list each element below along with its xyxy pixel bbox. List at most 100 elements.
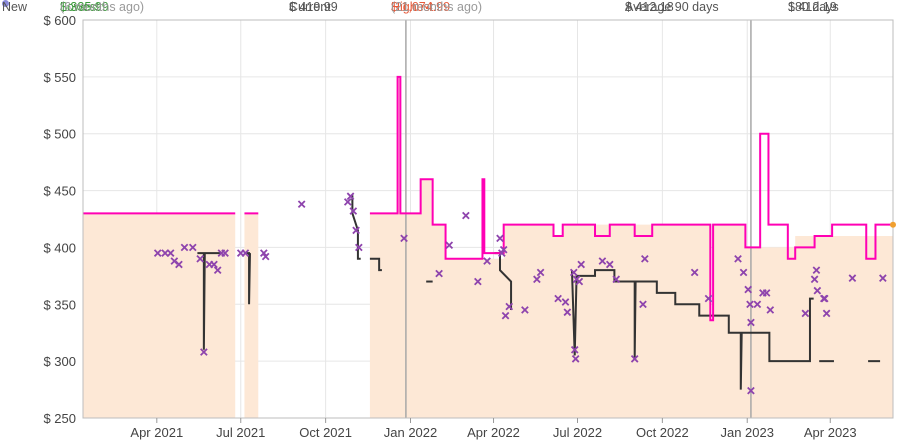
used-offer-x-marker[interactable] <box>630 355 639 363</box>
used-offer-x-marker[interactable] <box>501 311 510 320</box>
amazon-area-segment <box>244 213 259 418</box>
vertical-date-markers <box>405 20 752 418</box>
used-offer-x-marker[interactable] <box>848 274 857 282</box>
used-offer-x-marker[interactable] <box>400 234 408 243</box>
legend-new-label: New <box>2 0 28 14</box>
used-offer-x-marker[interactable] <box>533 275 541 284</box>
used-offer-x-marker[interactable] <box>690 268 699 277</box>
legend-avg90-label: Average 90 days <box>625 0 719 14</box>
used-offer-x-marker[interactable] <box>747 386 755 395</box>
x-tick-label: Jan 2022 <box>384 425 438 440</box>
used-offer-x-marker[interactable] <box>261 252 270 261</box>
used-offer-x-marker[interactable] <box>499 245 508 254</box>
list-price-path <box>83 75 893 322</box>
list-price-line <box>83 75 893 322</box>
used-offer-x-marker[interactable] <box>435 269 443 278</box>
used-offer-x-marker[interactable] <box>762 289 771 297</box>
used-offer-x-marker[interactable] <box>175 260 183 269</box>
used-offer-x-marker[interactable] <box>813 286 822 295</box>
used-offer-x-marker[interactable] <box>196 254 205 263</box>
used-offer-x-marker[interactable] <box>349 207 358 215</box>
legend-highest-label: Highest <box>391 0 434 14</box>
plot-frame <box>82 19 894 419</box>
plot-border <box>82 19 894 419</box>
legend-avg180-label: 180 days <box>788 0 839 14</box>
third-party-segment <box>350 195 361 260</box>
legend-current-value: $ 419.99 <box>289 0 338 14</box>
used-offer-x-marker[interactable] <box>753 300 762 309</box>
legend-current-label: Current <box>289 0 331 14</box>
used-offer-x-marker[interactable] <box>200 348 208 356</box>
used-offer-x-marker[interactable] <box>474 277 482 286</box>
used-offer-x-marker[interactable] <box>462 211 470 220</box>
legend-lowest-value: $ 335.99 <box>60 0 109 14</box>
used-offer-x-marker[interactable] <box>241 249 250 257</box>
used-offer-x-marker[interactable] <box>639 300 647 309</box>
legend-avg90-value: $ 412.18 <box>625 0 674 14</box>
y-tick-label: $ 350 <box>43 297 76 312</box>
used-offer-x-marker[interactable] <box>575 277 584 286</box>
x-tick-label: Oct 2022 <box>636 425 689 440</box>
x-tick-label: Apr 2021 <box>130 425 183 440</box>
used-offer-x-marker[interactable] <box>563 308 572 317</box>
used-offer-x-marker[interactable] <box>704 294 713 303</box>
used-offer-x-marker[interactable] <box>483 257 491 265</box>
used-offer-x-marker[interactable] <box>734 254 742 263</box>
used-offer-x-marker[interactable] <box>445 241 454 249</box>
used-offer-x-marker[interactable] <box>180 243 189 252</box>
used-offer-x-marker[interactable] <box>561 298 570 306</box>
used-offer-x-marker[interactable] <box>746 300 754 309</box>
used-offer-x-marker[interactable] <box>739 268 748 277</box>
used-offer-x-marker[interactable] <box>822 309 831 318</box>
y-axis-ticks: $ 250 $ 300 $ 350 $ 400 $ 450 $ 500 $ 550 $ 600 <box>43 13 76 426</box>
used-offer-x-marker[interactable] <box>153 249 162 257</box>
used-offer-x-marker[interactable] <box>810 275 819 284</box>
used-offer-x-marker[interactable] <box>570 345 579 354</box>
used-offer-x-marker[interactable] <box>352 226 360 235</box>
used-offer-x-marker[interactable] <box>213 266 222 275</box>
third-party-segment <box>369 257 382 272</box>
used-offer-x-marker[interactable] <box>571 355 580 363</box>
used-offer-x-marker[interactable] <box>744 285 752 294</box>
used-offer-x-marker[interactable] <box>221 249 229 257</box>
used-offer-x-marker[interactable] <box>297 200 306 209</box>
used-offer-x-marker[interactable] <box>640 254 649 263</box>
y-tick-label: $ 400 <box>43 240 76 255</box>
used-offer-x-marker[interactable] <box>747 318 755 327</box>
current-price-dot <box>890 221 896 228</box>
legend-lowest-label: Lowest <box>60 0 100 14</box>
x-tick-label: Apr 2022 <box>467 425 520 440</box>
used-offer-x-marker[interactable] <box>166 249 175 257</box>
used-offer-x-marker[interactable] <box>801 309 810 318</box>
used-offer-x-marker[interactable] <box>346 192 355 201</box>
used-offer-x-marker[interactable] <box>879 274 887 282</box>
used-offer-x-marker[interactable] <box>496 234 504 243</box>
y-tick-label: $ 450 <box>43 184 76 199</box>
used-offer-x-marker[interactable] <box>505 302 514 311</box>
used-offer-x-marker[interactable] <box>612 275 621 284</box>
used-offer-x-marker[interactable] <box>605 260 614 269</box>
used-offer-x-marker[interactable] <box>577 260 586 269</box>
y-tick-label: $ 250 <box>43 411 76 426</box>
used-offer-x-marker[interactable] <box>188 243 197 252</box>
legend-highest-ago: (21 months ago) <box>391 0 483 14</box>
used-offer-x-marker[interactable] <box>812 266 821 275</box>
chart-legend: New Lowest $ 335.99 (6 months ago) Curre… <box>0 0 900 16</box>
used-offer-x-marker[interactable] <box>820 294 829 303</box>
third-party-segment <box>197 252 222 350</box>
x-tick-label: Apr 2023 <box>804 425 857 440</box>
used-offer-x-marker[interactable] <box>536 268 545 277</box>
used-offer-markers[interactable] <box>153 192 887 395</box>
amazon-area-segment <box>83 213 236 418</box>
current-price-marker <box>890 221 896 228</box>
y-tick-label: $ 550 <box>43 70 76 85</box>
used-offer-x-marker[interactable] <box>569 268 578 277</box>
used-offer-x-marker[interactable] <box>598 257 607 265</box>
used-offer-x-marker[interactable] <box>355 243 363 252</box>
used-offer-x-marker[interactable] <box>766 306 775 314</box>
used-offer-x-marker[interactable] <box>521 306 529 314</box>
used-offer-x-marker[interactable] <box>343 198 352 206</box>
used-offer-x-marker[interactable] <box>554 294 562 303</box>
used-offer-x-marker[interactable] <box>210 260 218 269</box>
